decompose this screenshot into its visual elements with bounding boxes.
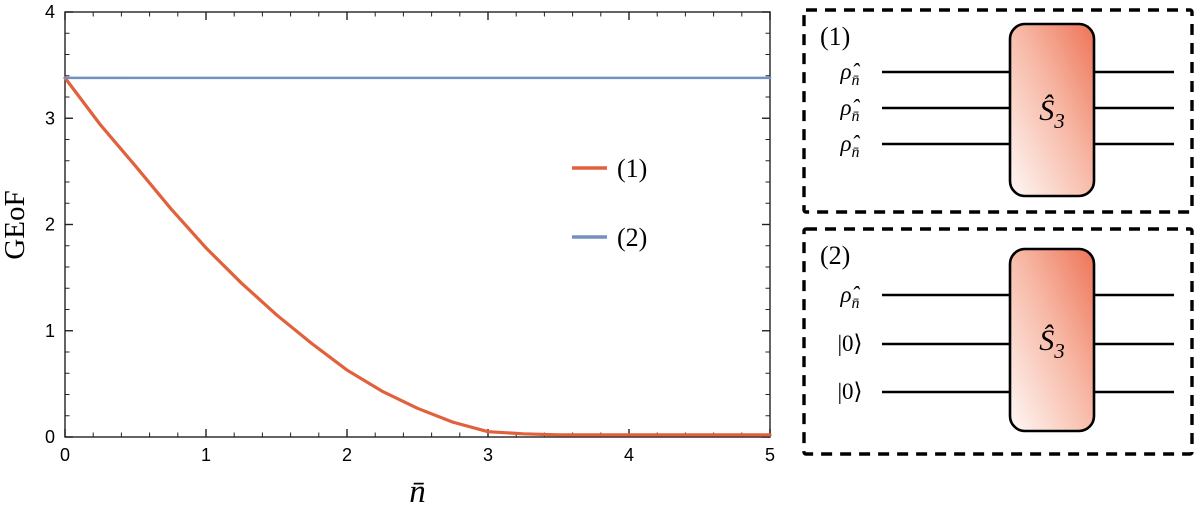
input-state-label: ρ̂n̄ bbox=[839, 59, 860, 89]
circuit-2-svg: ρ̂n̄|0⟩|0⟩Ŝ3 bbox=[802, 227, 1194, 456]
circuit-1-label: (1) bbox=[820, 22, 851, 51]
x-tick-label: 3 bbox=[483, 445, 493, 465]
x-tick-label: 0 bbox=[60, 445, 70, 465]
y-tick-label: 0 bbox=[45, 427, 55, 447]
circuit-1-svg: ρ̂n̄ρ̂n̄ρ̂n̄Ŝ3 bbox=[802, 8, 1194, 214]
plot-frame bbox=[64, 11, 771, 438]
input-state-label: ρ̂n̄ bbox=[839, 282, 860, 312]
x-tick-label: 4 bbox=[624, 445, 634, 465]
legend-label-1: (1) bbox=[617, 154, 647, 183]
y-tick-label: 1 bbox=[45, 321, 55, 341]
circuit-box-2: ρ̂n̄ |0⟩ |0⟩ Ŝ3 (2) bbox=[802, 227, 1194, 456]
dashed-border bbox=[802, 227, 1194, 456]
circuit-panel: ρ̂n̄ ρ̂n̄ ρ̂n̄ Ŝ3 (1) ρ̂n̄ |0⟩ |0⟩ Ŝ3 (2) bbox=[790, 0, 1200, 517]
input-state-label: |0⟩ bbox=[837, 379, 862, 404]
circuit-box-1: ρ̂n̄ ρ̂n̄ ρ̂n̄ Ŝ3 (1) bbox=[802, 8, 1194, 214]
y-tick-label: 3 bbox=[45, 108, 55, 128]
series-curve-1 bbox=[63, 76, 772, 437]
x-tick-label: 2 bbox=[342, 445, 352, 465]
y-tick-label: 4 bbox=[45, 2, 55, 22]
x-tick-label: 1 bbox=[201, 445, 211, 465]
dashed-border bbox=[802, 8, 1194, 214]
y-tick-label: 2 bbox=[45, 215, 55, 235]
y-axis-label: GEoF bbox=[0, 190, 31, 259]
input-state-label: ρ̂n̄ bbox=[839, 131, 860, 161]
input-state-label: |0⟩ bbox=[837, 331, 862, 356]
symmetrizer-gate bbox=[1008, 22, 1096, 198]
x-tick-label: 5 bbox=[765, 445, 775, 465]
circuit-2-label: (2) bbox=[820, 241, 851, 270]
legend-label-2: (2) bbox=[617, 223, 647, 252]
x-axis-label: n̄ bbox=[409, 474, 426, 510]
symmetrizer-gate bbox=[1008, 247, 1096, 433]
input-state-label: ρ̂n̄ bbox=[839, 95, 860, 125]
geof-chart: 0 1 2 3 4 5 0 1 2 3 4 (1) (2) GEoF n̄ bbox=[0, 2, 775, 510]
